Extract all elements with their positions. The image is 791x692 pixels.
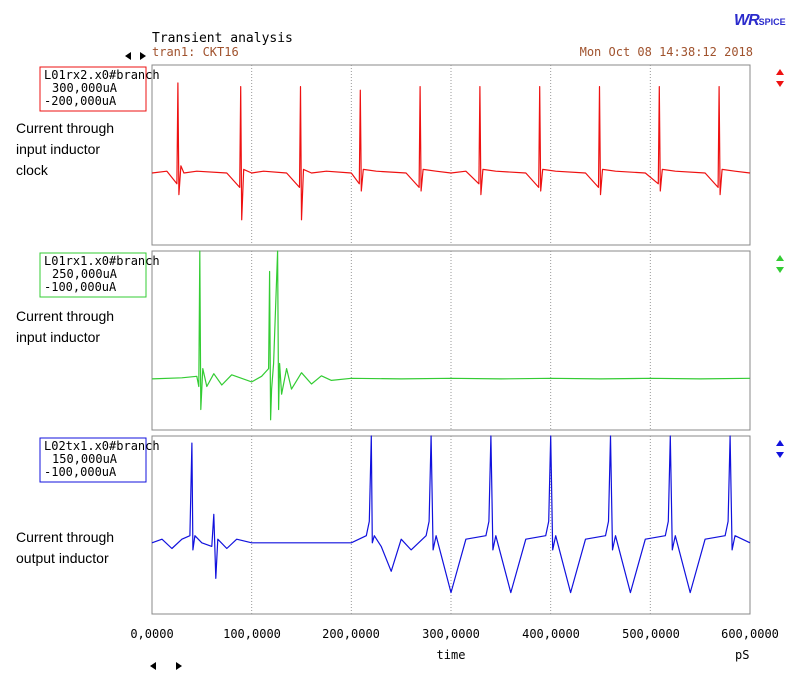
x-tick-label: 400,0000 — [522, 627, 580, 641]
note-clock: Current through input inductor clock — [16, 118, 146, 181]
date-stamp: Mon Oct 08 14:38:12 2018 — [579, 45, 753, 59]
x-tick-label: 300,0000 — [422, 627, 480, 641]
legend-name: L02tx1.x0#branch — [44, 439, 160, 453]
y-max-label: 150,000uA — [52, 452, 118, 466]
scale-up-icon[interactable] — [776, 440, 784, 446]
series-line-green — [151, 250, 751, 421]
legend-name: L01rx2.x0#branch — [44, 68, 160, 82]
note-line: Current through — [16, 120, 115, 136]
legend-box — [39, 66, 147, 112]
analysis-subtitle: tran1: CKT16 — [152, 45, 239, 59]
note-line: output inductor — [16, 550, 109, 566]
x-tick-label: 500,0000 — [622, 627, 680, 641]
note-line: Current through — [16, 529, 115, 545]
scale-down-icon[interactable] — [776, 452, 784, 458]
pan-left-icon[interactable] — [125, 52, 131, 60]
pan-right-icon[interactable] — [140, 52, 146, 60]
note-line: clock — [16, 162, 48, 178]
logo-letters: WR — [734, 12, 760, 29]
x-tick-label: 600,0000 — [721, 627, 779, 641]
x-tick-label: 0,0000 — [130, 627, 174, 641]
x-axis-label: time — [436, 648, 466, 662]
note-line: Current through — [16, 308, 115, 324]
series-line-blue — [151, 435, 751, 594]
y-min-label: -200,000uA — [44, 94, 117, 108]
pan-right-icon[interactable] — [176, 662, 182, 670]
panel-frame — [151, 250, 751, 431]
panel-frame — [151, 435, 751, 615]
y-min-label: -100,000uA — [44, 280, 117, 294]
legend-name: L01rx1.x0#branch — [44, 254, 160, 268]
note-input: Current through input inductor — [16, 306, 146, 348]
legend-box — [39, 437, 147, 483]
page-title: Transient analysis — [152, 31, 293, 46]
scale-down-icon[interactable] — [776, 267, 784, 273]
note-line: input inductor — [16, 141, 101, 157]
y-max-label: 250,000uA — [52, 267, 118, 281]
x-tick-label: 100,0000 — [223, 627, 281, 641]
pan-left-icon[interactable] — [150, 662, 156, 670]
x-axis-unit: pS — [735, 648, 750, 662]
y-max-label: 300,000uA — [52, 81, 118, 95]
logo-suffix: SPICE — [758, 17, 786, 27]
note-line: input inductor — [16, 329, 101, 345]
note-output: Current through output inductor — [16, 527, 146, 569]
y-min-label: -100,000uA — [44, 465, 117, 479]
scale-down-icon[interactable] — [776, 81, 784, 87]
legend-box — [39, 252, 147, 298]
scale-up-icon[interactable] — [776, 69, 784, 75]
wrspice-logo: WRSPICE — [734, 12, 788, 32]
x-tick-label: 200,0000 — [322, 627, 380, 641]
series-line-red — [151, 82, 751, 221]
scale-up-icon[interactable] — [776, 255, 784, 261]
